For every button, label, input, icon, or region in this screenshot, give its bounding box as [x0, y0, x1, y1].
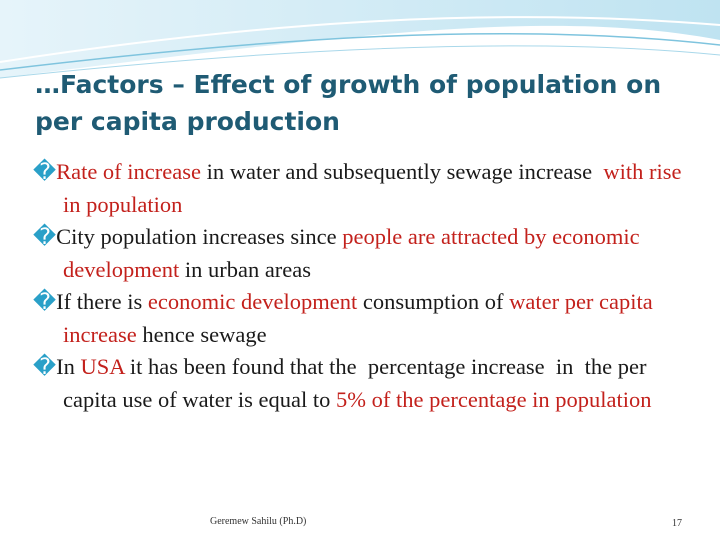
- footer-author: Geremew Sahilu (Ph.D): [210, 516, 307, 527]
- bullet-text: with rise in population: [63, 159, 688, 217]
- page-number: 17: [672, 518, 682, 529]
- bullet-marker: �: [33, 289, 57, 314]
- bullet-item: �In USA it has been found that the perce…: [33, 351, 683, 416]
- bullet-marker: �: [33, 159, 57, 184]
- bullet-text: Rate of increase: [56, 159, 201, 184]
- swoosh-line: [0, 16, 720, 63]
- bullet-text: water per capita increase: [63, 289, 659, 347]
- swoosh: [0, 0, 720, 78]
- bullet-text: in water and subsequently sewage increas…: [201, 159, 604, 184]
- bullet-item: �If there is economic development consum…: [33, 286, 683, 351]
- bullet-text: people are attracted by economic develop…: [63, 224, 646, 282]
- bullet-list: �Rate of increase in water and subsequen…: [33, 156, 683, 416]
- bullet-text: it has been found that the percentage in…: [63, 354, 653, 412]
- bullet-text: consumption of: [357, 289, 510, 314]
- bullet-text: If there is: [56, 289, 148, 314]
- bullet-text: 5% of the percentage in population: [336, 386, 652, 412]
- header-decoration: [0, 0, 720, 79]
- bullet-text: In: [56, 354, 81, 379]
- bullet-text: in urban areas: [179, 256, 312, 282]
- bullet-text: USA: [80, 354, 125, 379]
- bullet-item: �Rate of increase in water and subsequen…: [33, 156, 683, 221]
- bullet-text: hence sewage: [136, 321, 267, 347]
- bullet-marker: �: [33, 354, 57, 379]
- slide-title: …Factors – Effect of growth of populatio…: [35, 70, 662, 136]
- swoosh-line: [0, 32, 720, 71]
- bullet-item: �City population increases since people …: [33, 221, 683, 286]
- bullet-text: City population increases since: [56, 224, 343, 249]
- bullet-text: economic development: [147, 289, 358, 314]
- bullet-marker: �: [33, 224, 57, 249]
- swoosh-line: [0, 45, 720, 79]
